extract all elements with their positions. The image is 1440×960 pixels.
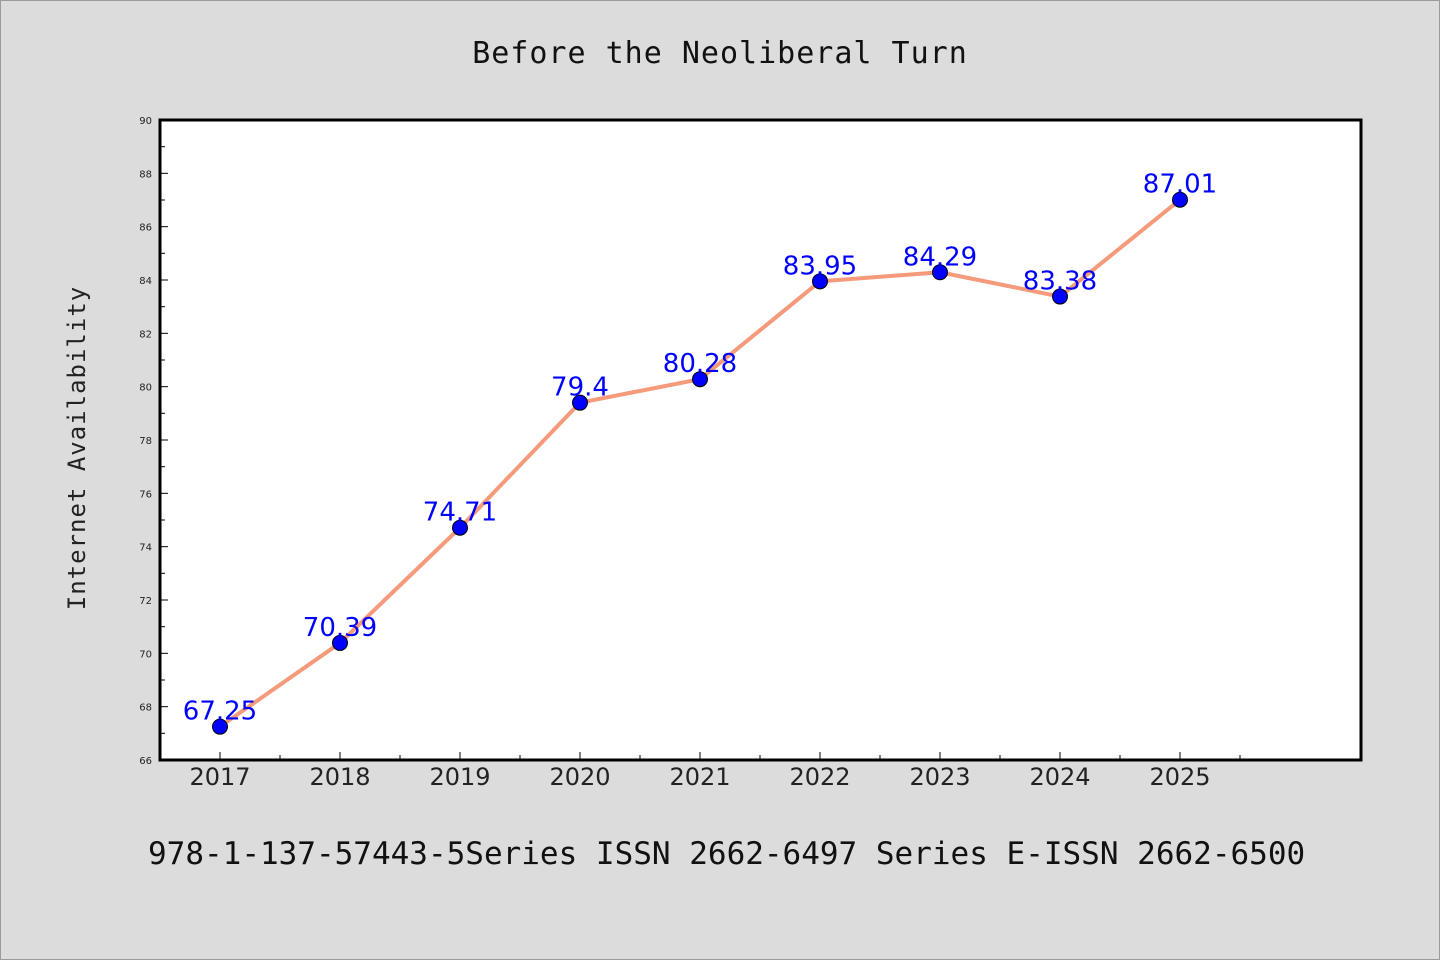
data-label: 83.38 [1023,267,1097,297]
data-label: 74.71 [423,498,497,528]
chart-title: Before the Neoliberal Turn [472,36,968,71]
y-tick-label: 86 [139,223,152,234]
y-tick-label: 90 [139,116,152,127]
x-tick-label: 2018 [309,763,370,791]
y-tick-label: 70 [139,649,152,660]
data-point [692,371,708,388]
x-tick-label: 2023 [909,763,970,791]
data-point [452,519,468,536]
data-label: 70.39 [303,613,377,643]
data-label: 67.25 [183,697,257,727]
x-tick-label: 2019 [429,763,490,791]
plot-frame [158,118,1363,762]
data-label: 87.01 [1143,170,1217,200]
data-label: 84.29 [903,242,977,272]
y-tick-label: 72 [139,596,152,607]
y-tick-label: 88 [139,169,152,180]
y-tick-label: 66 [139,756,152,767]
x-axis-ticks: 2017 2018 2019 2020 2021 2022 2023 2024 2025 [189,752,1361,791]
series-line-group [212,191,1188,735]
x-tick-label: 2021 [669,763,730,791]
data-point [1172,191,1188,208]
y-axis-ticks: 66 68 70 72 74 76 78 80 82 84 86 88 90 [139,116,168,767]
data-label: 83.95 [783,251,857,281]
y-tick-label: 82 [139,329,152,340]
data-label: 80.28 [663,349,737,379]
y-tick-label: 78 [139,436,152,447]
y-tick-label: 84 [139,276,152,287]
data-point [812,273,828,290]
data-point [572,394,588,411]
data-point [932,264,948,281]
footer-isbn-issn: 978-1-137-57443-5Series ISSN 2662-6497 S… [148,836,1305,872]
y-tick-label: 76 [139,489,152,500]
x-tick-label: 2022 [789,763,850,791]
x-tick-label: 2017 [189,763,250,791]
data-point [212,718,228,735]
y-tick-label: 74 [139,543,152,554]
x-tick-label: 2025 [1149,763,1210,791]
data-label: 79.4 [551,373,609,403]
y-axis-label: Internet Availability [63,286,91,610]
x-tick-label: 2020 [549,763,610,791]
y-tick-label: 68 [139,703,152,714]
data-point [332,634,348,651]
y-tick-label: 80 [139,383,152,394]
data-point [1052,288,1068,305]
data-labels-group: 67.25 70.39 74.71 79.4 80.28 83.95 84.29 83.38 8… [183,170,1217,727]
plot-area [160,120,1361,760]
x-tick-label: 2024 [1029,763,1090,791]
